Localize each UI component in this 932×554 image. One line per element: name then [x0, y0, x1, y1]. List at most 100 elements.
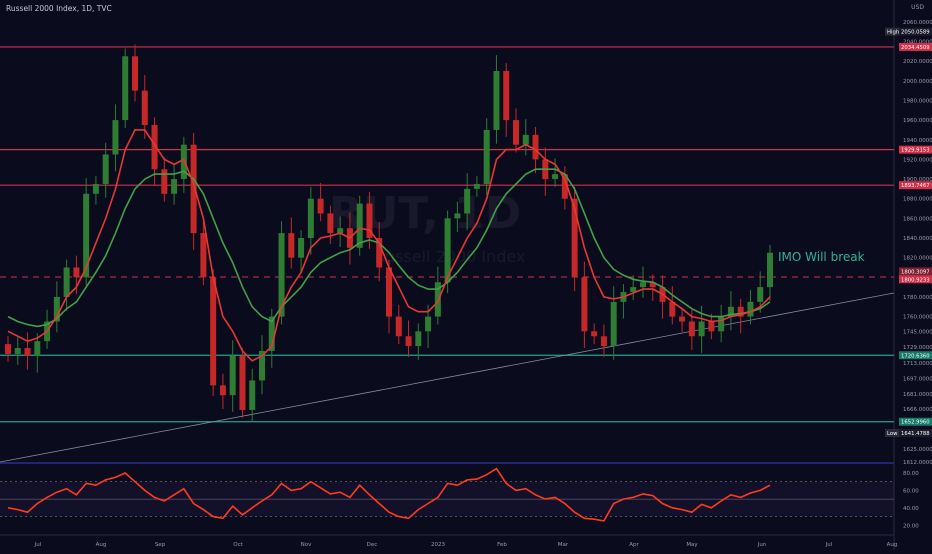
candle-body[interactable] — [5, 344, 11, 354]
candle-body[interactable] — [483, 129, 490, 184]
candle-body[interactable] — [180, 144, 187, 180]
price-tick-label: 1780.0000 — [903, 295, 932, 301]
candle-body[interactable] — [669, 301, 676, 317]
candle-body[interactable] — [151, 125, 158, 170]
candle-body[interactable] — [767, 252, 773, 288]
candle-body[interactable] — [473, 183, 480, 189]
candle-body[interactable] — [34, 341, 41, 356]
candle-body[interactable] — [102, 154, 109, 184]
candle-body[interactable] — [14, 348, 21, 354]
candle-body[interactable] — [561, 174, 568, 199]
candle-body[interactable] — [708, 321, 715, 332]
candle-body[interactable] — [698, 321, 705, 337]
candle-body[interactable] — [454, 213, 461, 219]
candle-body[interactable] — [161, 169, 168, 194]
candle-body[interactable] — [200, 233, 207, 278]
candle-body[interactable] — [171, 179, 178, 194]
candle-body[interactable] — [503, 70, 510, 121]
low-value-tag-bg — [899, 429, 932, 438]
candle-body[interactable] — [688, 321, 695, 337]
candle-body[interactable] — [190, 144, 197, 234]
candle-body[interactable] — [718, 316, 725, 332]
candle-body[interactable] — [122, 56, 129, 121]
candle-body[interactable] — [425, 316, 432, 332]
candle-body[interactable] — [747, 301, 754, 317]
rsi-tick-label: 80.00 — [903, 471, 919, 477]
symbol-title: Russell 2000 Index, 1D, TVC — [6, 4, 112, 13]
candle-body[interactable] — [405, 336, 412, 347]
candle-body[interactable] — [434, 282, 441, 317]
candle-body[interactable] — [464, 188, 471, 214]
candle-body[interactable] — [630, 287, 637, 293]
candle-body[interactable] — [493, 70, 500, 130]
rsi-tick-label: 60.00 — [903, 488, 919, 494]
candle-body[interactable] — [229, 355, 236, 396]
price-tick-label: 2000.0000 — [903, 79, 932, 85]
candle-body[interactable] — [600, 336, 607, 347]
candle-body[interactable] — [92, 183, 99, 194]
low-tag: Low — [887, 431, 898, 437]
candle-body[interactable] — [356, 203, 363, 248]
ema-slow-line — [7, 168, 771, 328]
candle-body[interactable] — [444, 218, 451, 283]
candle-body[interactable] — [24, 348, 31, 356]
candle-body[interactable] — [73, 267, 80, 278]
price-tick-label: 1729.0000 — [903, 345, 932, 351]
candle-body[interactable] — [63, 267, 70, 297]
candle-body[interactable] — [288, 233, 295, 258]
candle-body[interactable] — [278, 233, 285, 317]
candle-body[interactable] — [737, 306, 744, 317]
candle-body[interactable] — [132, 56, 138, 91]
candle-body[interactable] — [532, 134, 539, 160]
dashed-a-tag-bg — [899, 267, 932, 276]
candle-body[interactable] — [249, 380, 256, 410]
candle-body[interactable] — [386, 267, 392, 317]
price-tick-label: 1681.0000 — [903, 392, 932, 398]
time-tick-label: Oct — [233, 542, 243, 548]
candle-body[interactable] — [757, 287, 764, 302]
candle-body[interactable] — [727, 306, 734, 317]
candle-body[interactable] — [112, 120, 119, 155]
candle-body[interactable] — [571, 198, 578, 278]
support1-tag: 1720.6360 — [901, 353, 930, 359]
candle-body[interactable] — [610, 301, 617, 347]
candle-body[interactable] — [640, 282, 646, 288]
candle-body[interactable] — [581, 277, 588, 332]
level3-tag: 1893.7467 — [901, 183, 930, 189]
candle-body[interactable] — [591, 331, 598, 337]
candle-body[interactable] — [53, 296, 60, 322]
time-tick-label: 2023 — [431, 542, 445, 548]
candle-body[interactable] — [327, 213, 334, 234]
candle-body[interactable] — [141, 90, 148, 126]
candle-body[interactable] — [298, 238, 305, 258]
price-tick-label: 1900.0000 — [903, 177, 932, 183]
high-value-tag: 2050.0589 — [901, 30, 930, 36]
candle-body[interactable] — [513, 120, 519, 145]
candle-body[interactable] — [649, 282, 656, 288]
price-tick-label: 2020.0000 — [903, 59, 932, 65]
candle-body[interactable] — [83, 193, 90, 278]
candle-body[interactable] — [307, 198, 314, 238]
candle-body[interactable] — [239, 355, 246, 410]
candle-body[interactable] — [415, 331, 422, 347]
candle-body[interactable] — [552, 174, 559, 180]
candle-body[interactable] — [268, 316, 275, 351]
candle-body[interactable] — [259, 350, 265, 381]
candle-body[interactable] — [337, 228, 344, 234]
candle-body[interactable] — [210, 277, 217, 386]
time-tick-label: Jul — [825, 542, 833, 548]
trendline[interactable] — [0, 292, 895, 463]
dashed-a-tag: 1800.3097 — [901, 269, 930, 275]
candle-body[interactable] — [366, 203, 373, 238]
price-tick-label: 1713.0000 — [903, 361, 932, 367]
candle-body[interactable] — [317, 198, 324, 214]
candle-body[interactable] — [522, 134, 529, 145]
candle-body[interactable] — [219, 385, 226, 396]
candle-body[interactable] — [376, 238, 383, 268]
high-tag-bg — [885, 27, 899, 36]
candle-body[interactable] — [395, 316, 402, 337]
candle-body[interactable] — [679, 316, 686, 322]
